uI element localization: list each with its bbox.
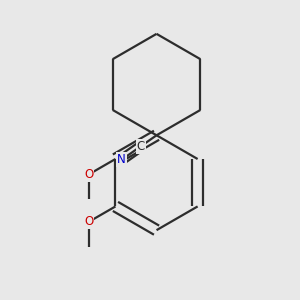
Text: O: O bbox=[84, 215, 93, 229]
Text: N: N bbox=[117, 153, 126, 166]
Text: C: C bbox=[137, 140, 145, 153]
Text: O: O bbox=[84, 168, 93, 181]
